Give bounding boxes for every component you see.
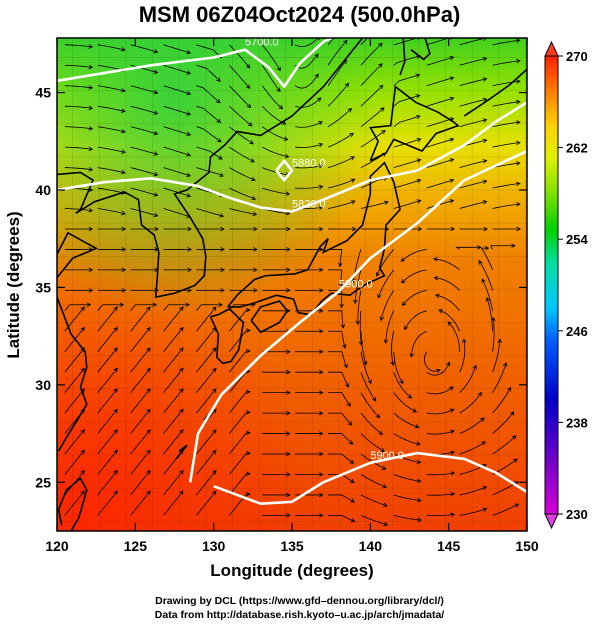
lat-lon-grid <box>57 38 527 531</box>
colorbar-tick-label: 262 <box>566 141 588 156</box>
y-axis-label: Latitude (degrees) <box>4 211 23 358</box>
x-tick-label: 145 <box>437 538 461 554</box>
colorbar-tick-label: 230 <box>566 507 588 522</box>
colorbar-tick-label: 270 <box>566 49 588 64</box>
x-tick-label: 135 <box>280 538 304 554</box>
coastlines <box>57 38 527 531</box>
credit-dcl: Drawing by DCL (https://www.gfd–dennou.o… <box>155 595 444 607</box>
y-tick-label: 25 <box>35 474 51 490</box>
colorbar-bottom-arrow <box>544 513 559 530</box>
colorbar: 270 262 254 246 238 230 <box>544 40 588 530</box>
x-axis-label: Longitude (degrees) <box>210 561 373 580</box>
contour-label: 5880.0 <box>292 158 326 170</box>
contour-label: 5700.0 <box>245 37 279 49</box>
colorbar-tick-label: 254 <box>566 232 588 247</box>
x-tick-label: 130 <box>202 538 226 554</box>
chart-title: MSM 06Z04Oct2024 (500.0hPa) <box>138 2 461 27</box>
x-tick-label: 120 <box>45 538 69 554</box>
contour-label: 5900.0 <box>339 278 373 290</box>
contour-label: 5820.0 <box>292 198 326 210</box>
axis-ticks: 120 125 130 135 140 145 150 25 30 35 40 45 <box>35 38 539 554</box>
credit-data-source: Data from http://database.rish.kyoto–u.a… <box>154 609 445 621</box>
y-tick-label: 45 <box>35 85 51 101</box>
colorbar-tick-label: 246 <box>566 324 588 339</box>
x-tick-label: 125 <box>124 538 148 554</box>
contour-label: 5900.0 <box>370 450 404 462</box>
colorbar-tick-label: 238 <box>566 415 588 430</box>
wind-streamlines <box>64 38 521 527</box>
x-tick-label: 150 <box>515 538 539 554</box>
x-tick-label: 140 <box>359 538 383 554</box>
height-contours: 5700.0 5820.0 5880.0 5900.0 5900.0 <box>57 37 527 506</box>
y-tick-label: 40 <box>35 182 51 198</box>
y-tick-label: 30 <box>35 377 51 393</box>
colorbar-top-arrow <box>544 40 559 57</box>
y-tick-label: 35 <box>35 279 51 295</box>
